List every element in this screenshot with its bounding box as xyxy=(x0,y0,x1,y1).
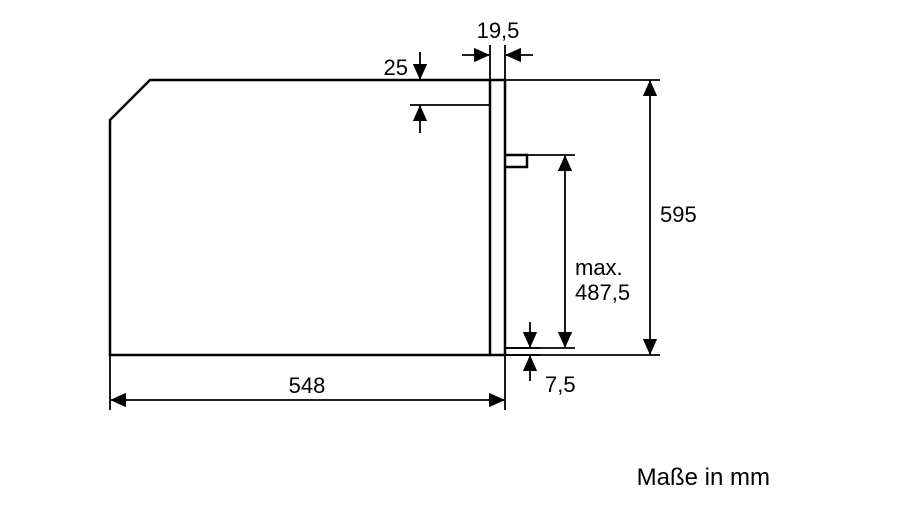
units-label: Maße in mm xyxy=(637,464,770,491)
dim-total-height: 595 xyxy=(505,80,697,355)
dim-front-gap-value: 19,5 xyxy=(477,18,520,43)
dim-total-height-value: 595 xyxy=(660,202,697,227)
dim-top-offset: 25 xyxy=(384,52,490,133)
dim-inner-max-value: 487,5 xyxy=(575,280,630,305)
dim-inner-max-label: max. xyxy=(575,255,623,280)
dim-width: 548 xyxy=(110,355,505,410)
dim-bottom-gap-value: 7,5 xyxy=(545,372,576,397)
appliance-outline xyxy=(110,80,527,355)
dim-inner-height: max. 487,5 xyxy=(505,155,630,348)
dim-top-offset-value: 25 xyxy=(384,55,408,80)
dim-front-gap: 19,5 xyxy=(462,18,533,80)
dimension-drawing: 19,5 25 548 595 max. 487,5 xyxy=(0,0,900,506)
dim-width-value: 548 xyxy=(289,373,326,398)
